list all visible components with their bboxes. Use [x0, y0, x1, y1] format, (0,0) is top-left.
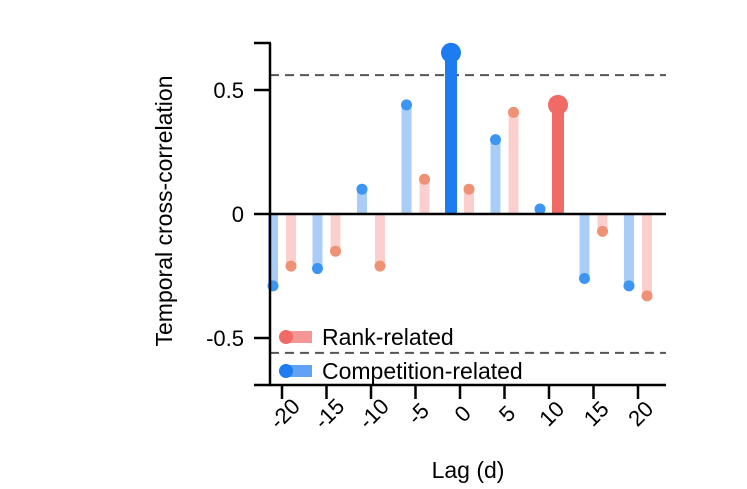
y-tick-label: 0.5 — [213, 78, 244, 103]
competition-point — [441, 42, 461, 63]
x-tick-label: 20 — [623, 396, 658, 431]
competition-point — [623, 280, 635, 292]
x-tick-label: 5 — [494, 401, 520, 427]
x-tick-label: -20 — [265, 394, 305, 434]
rank-point — [463, 183, 475, 195]
y-tick-label: -0.5 — [206, 326, 244, 351]
competition-point — [490, 134, 501, 146]
legend-swatch-bar — [288, 331, 312, 343]
rank-point — [330, 245, 341, 257]
rank-point — [597, 225, 608, 237]
rank-point — [641, 290, 653, 302]
legend: Rank-related Competition-related — [279, 324, 523, 384]
legend-label: Competition-related — [322, 358, 523, 384]
x-tick-label: -10 — [354, 394, 394, 434]
legend-swatch-dot — [279, 364, 293, 378]
x-tick-label: 10 — [534, 396, 569, 431]
axes — [254, 41, 666, 399]
x-tick-label: -15 — [309, 394, 349, 434]
x-tick-label: -5 — [402, 398, 434, 430]
rank-point — [374, 260, 386, 272]
y-axis-title: Temporal cross-correlation — [151, 76, 177, 347]
rank-point — [419, 173, 430, 185]
competition-point — [579, 272, 590, 284]
legend-swatch-bar — [288, 365, 312, 377]
x-tick-label: 15 — [579, 396, 614, 431]
competition-point — [401, 99, 412, 111]
y-tick-label: 0 — [232, 202, 244, 227]
threshold-lines — [270, 74, 666, 354]
x-axis-title: Lag (d) — [432, 457, 505, 483]
competition-point — [356, 183, 368, 195]
rank-point — [548, 94, 568, 115]
rank-point — [508, 106, 519, 118]
lollipop-bars — [267, 42, 653, 302]
rank-point — [285, 260, 297, 272]
legend-label: Rank-related — [322, 324, 454, 350]
legend-swatch-dot — [279, 330, 293, 344]
competition-point — [312, 263, 323, 275]
competition-point — [534, 203, 546, 215]
x-tick-label: 0 — [450, 401, 476, 427]
